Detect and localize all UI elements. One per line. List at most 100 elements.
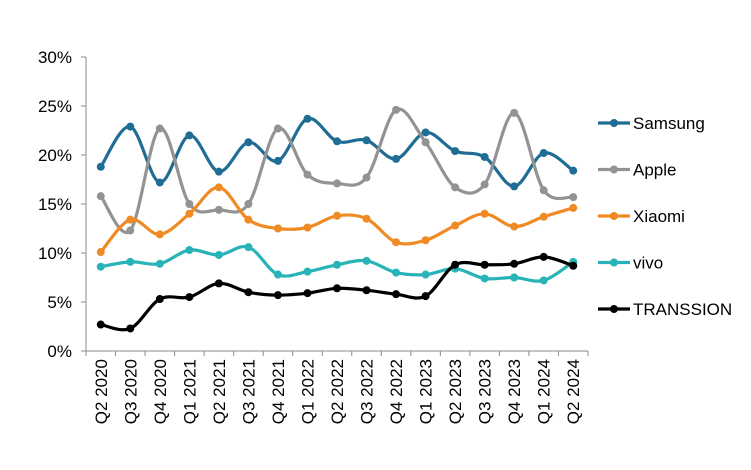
y-tick-label: 15% xyxy=(38,195,72,214)
data-point-transsion xyxy=(214,279,223,288)
x-tick-label: Q1 2021 xyxy=(180,359,199,424)
data-point-samsung xyxy=(539,149,548,158)
legend-label-apple: Apple xyxy=(633,161,676,180)
y-axis-ticks: 0% 5% 10% 15% 20% 25% 30% xyxy=(38,48,86,361)
legend: Samsung Apple Xiaomi vivo TRANSSION xyxy=(598,114,732,319)
legend-label-xiaomi: Xiaomi xyxy=(633,207,685,226)
data-point-transsion xyxy=(539,252,548,261)
data-point-xiaomi xyxy=(539,212,548,221)
data-point-xiaomi xyxy=(155,230,164,239)
data-point-vivo xyxy=(510,273,519,282)
legend-item-transsion: TRANSSION xyxy=(598,300,732,319)
x-tick-label: Q1 2024 xyxy=(535,359,554,424)
legend-swatch-marker xyxy=(610,119,618,127)
data-point-samsung xyxy=(214,167,223,176)
legend-item-apple: Apple xyxy=(598,161,676,180)
data-point-apple xyxy=(126,226,135,235)
x-tick-label: Q3 2021 xyxy=(239,359,258,424)
data-point-apple xyxy=(569,193,578,202)
x-tick-label: Q4 2023 xyxy=(505,359,524,424)
data-point-xiaomi xyxy=(185,209,194,218)
data-point-samsung xyxy=(392,154,401,163)
data-point-transsion xyxy=(185,293,194,302)
y-tick-label: 25% xyxy=(38,97,72,116)
series-transsion xyxy=(96,252,578,333)
data-point-transsion xyxy=(96,320,105,329)
x-tick-label: Q4 2022 xyxy=(387,359,406,424)
data-point-xiaomi xyxy=(510,222,519,231)
data-point-xiaomi xyxy=(273,224,282,233)
x-tick-label: Q4 2021 xyxy=(269,359,288,424)
data-point-vivo xyxy=(244,243,253,252)
data-point-apple xyxy=(451,183,460,192)
data-point-apple xyxy=(333,179,341,188)
x-axis-ticks: Q2 2020 Q3 2020 Q4 2020 Q1 2021 Q2 2021 Q3 20… xyxy=(85,351,589,424)
data-point-apple xyxy=(303,170,312,179)
data-point-transsion xyxy=(421,292,430,301)
data-point-transsion xyxy=(273,291,282,300)
data-point-transsion xyxy=(480,260,489,269)
data-point-apple xyxy=(185,200,194,208)
data-point-xiaomi xyxy=(303,223,312,232)
data-point-samsung xyxy=(244,138,253,147)
data-point-samsung xyxy=(451,147,460,156)
data-point-xiaomi xyxy=(480,209,489,218)
legend-item-vivo: vivo xyxy=(598,254,663,273)
data-point-samsung xyxy=(273,156,282,165)
legend-label-vivo: vivo xyxy=(633,254,663,273)
data-point-apple xyxy=(392,105,401,114)
series-xiaomi xyxy=(96,183,578,257)
data-point-samsung xyxy=(421,128,430,137)
data-point-transsion xyxy=(244,288,253,297)
legend-label-samsung: Samsung xyxy=(633,114,705,133)
data-point-apple xyxy=(273,124,282,133)
data-point-transsion xyxy=(510,259,519,268)
y-tick-label: 20% xyxy=(38,146,72,165)
y-tick-label: 5% xyxy=(47,293,72,312)
data-point-xiaomi xyxy=(451,221,460,230)
x-tick-label: Q1 2022 xyxy=(298,359,317,424)
data-point-transsion xyxy=(362,286,371,295)
axes xyxy=(85,57,588,352)
x-tick-label: Q3 2020 xyxy=(121,359,140,424)
data-point-xiaomi xyxy=(96,248,105,257)
data-point-vivo xyxy=(539,276,548,285)
y-tick-label: 0% xyxy=(47,342,72,361)
data-point-vivo xyxy=(480,274,489,283)
x-tick-label: Q4 2020 xyxy=(151,359,170,424)
data-point-samsung xyxy=(303,114,312,123)
x-tick-label: Q2 2022 xyxy=(328,359,347,424)
data-point-xiaomi xyxy=(362,214,371,223)
legend-swatch-marker xyxy=(610,212,618,220)
data-point-apple xyxy=(510,108,519,117)
data-point-apple xyxy=(539,186,548,195)
data-point-samsung xyxy=(333,137,341,146)
data-point-xiaomi xyxy=(421,236,430,245)
data-point-transsion xyxy=(303,289,312,298)
data-point-xiaomi xyxy=(126,215,135,224)
data-point-transsion xyxy=(126,324,135,333)
data-point-vivo xyxy=(273,270,282,279)
data-point-vivo xyxy=(126,257,135,266)
data-point-transsion xyxy=(451,260,460,269)
data-point-apple xyxy=(155,124,164,133)
data-point-xiaomi xyxy=(392,238,401,247)
data-point-apple xyxy=(480,180,489,189)
data-point-vivo xyxy=(392,268,401,277)
series-apple xyxy=(96,105,578,235)
x-tick-label: Q2 2021 xyxy=(210,359,229,424)
data-point-samsung xyxy=(480,152,489,161)
x-tick-label: Q2 2023 xyxy=(446,359,465,424)
data-point-vivo xyxy=(96,262,105,271)
legend-item-samsung: Samsung xyxy=(598,114,705,133)
series-layer xyxy=(96,105,578,333)
data-point-transsion xyxy=(155,295,164,304)
data-point-xiaomi xyxy=(333,211,341,220)
data-point-apple xyxy=(421,138,430,147)
data-point-vivo xyxy=(185,246,194,255)
y-tick-label: 30% xyxy=(38,48,72,67)
data-point-samsung xyxy=(569,166,578,175)
data-point-apple xyxy=(244,200,253,208)
data-point-samsung xyxy=(126,122,135,131)
